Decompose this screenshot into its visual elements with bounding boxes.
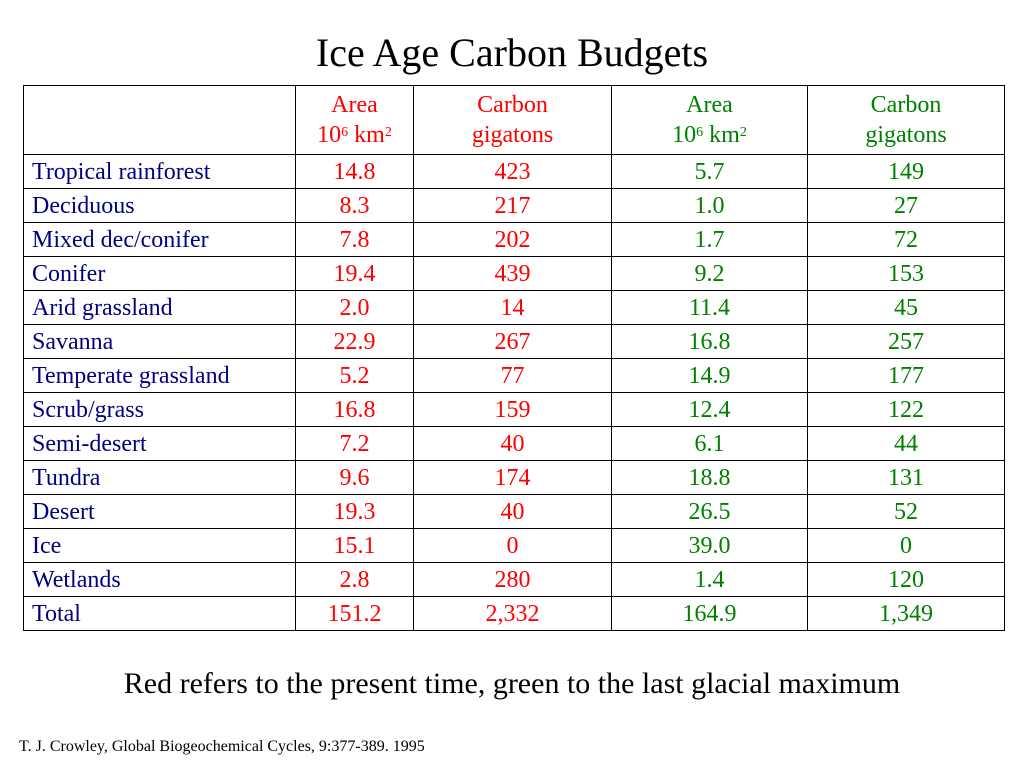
present-carbon-cell: 2,332 [413,596,612,631]
header-glacial-area: Area 106 km2 [611,85,808,155]
present-carbon-cell: 267 [413,324,612,359]
table-row: Semi-desert 7.2 40 6.1 44 [23,426,1005,461]
vegetation-name-cell: Deciduous [23,188,296,223]
glacial-area-cell: 14.9 [611,358,808,393]
color-legend-note: Red refers to the present time, green to… [123,667,901,700]
glacial-area-cell: 6.1 [611,426,808,461]
glacial-area-cell: 18.8 [611,460,808,495]
present-carbon-cell: 217 [413,188,612,223]
vegetation-name-cell: Scrub/grass [23,392,296,427]
present-carbon-cell: 159 [413,392,612,427]
table-row: Ice 15.1 0 39.0 0 [23,528,1005,563]
glacial-area-cell: 5.7 [611,154,808,189]
page-title: Ice Age Carbon Budgets [315,30,709,75]
vegetation-name-cell: Arid grassland [23,290,296,325]
present-area-cell: 22.9 [295,324,414,359]
glacial-carbon-cell: 44 [807,426,1005,461]
present-area-cell: 7.2 [295,426,414,461]
glacial-carbon-cell: 72 [807,222,1005,257]
present-carbon-cell: 40 [413,426,612,461]
vegetation-name-cell: Savanna [23,324,296,359]
present-carbon-cell: 280 [413,562,612,597]
present-area-cell: 5.2 [295,358,414,393]
glacial-carbon-cell: 120 [807,562,1005,597]
glacial-area-cell: 1.7 [611,222,808,257]
table-row: Savanna 22.9 267 16.8 257 [23,324,1005,359]
vegetation-name-cell: Temperate grassland [23,358,296,393]
present-area-cell: 151.2 [295,596,414,631]
glacial-carbon-cell: 131 [807,460,1005,495]
table-row: Tropical rainforest 14.8 423 5.7 149 [23,154,1005,189]
present-carbon-cell: 0 [413,528,612,563]
vegetation-name-cell: Total [23,596,296,631]
glacial-carbon-cell: 122 [807,392,1005,427]
citation: T. J. Crowley, Global Biogeochemical Cyc… [19,738,425,755]
present-carbon-cell: 423 [413,154,612,189]
table-row: Arid grassland 2.0 14 11.4 45 [23,290,1005,325]
glacial-carbon-cell: 1,349 [807,596,1005,631]
glacial-area-cell: 1.0 [611,188,808,223]
vegetation-name-cell: Ice [23,528,296,563]
table-row: Wetlands 2.8 280 1.4 120 [23,562,1005,597]
table-row: Total 151.2 2,332 164.9 1,349 [23,596,1005,631]
table-row: Conifer 19.4 439 9.2 153 [23,256,1005,291]
table-header-row: Area 106 km2 Carbon gigatons Area 106 km… [23,85,1005,155]
glacial-carbon-cell: 177 [807,358,1005,393]
vegetation-name-cell: Semi-desert [23,426,296,461]
vegetation-name-cell: Tropical rainforest [23,154,296,189]
vegetation-name-cell: Mixed dec/conifer [23,222,296,257]
present-carbon-cell: 14 [413,290,612,325]
table-row: Scrub/grass 16.8 159 12.4 122 [23,392,1005,427]
glacial-carbon-cell: 257 [807,324,1005,359]
glacial-carbon-cell: 0 [807,528,1005,563]
table-row: Temperate grassland 5.2 77 14.9 177 [23,358,1005,393]
glacial-carbon-cell: 45 [807,290,1005,325]
present-area-cell: 16.8 [295,392,414,427]
vegetation-name-cell: Wetlands [23,562,296,597]
glacial-carbon-cell: 153 [807,256,1005,291]
present-area-cell: 9.6 [295,460,414,495]
present-carbon-cell: 174 [413,460,612,495]
present-carbon-cell: 202 [413,222,612,257]
header-glacial-carbon: Carbon gigatons [807,85,1005,155]
vegetation-name-cell: Desert [23,494,296,529]
glacial-area-cell: 39.0 [611,528,808,563]
glacial-carbon-cell: 27 [807,188,1005,223]
glacial-area-cell: 12.4 [611,392,808,427]
vegetation-name-cell: Conifer [23,256,296,291]
table-row: Deciduous 8.3 217 1.0 27 [23,188,1005,223]
present-area-cell: 15.1 [295,528,414,563]
glacial-area-cell: 164.9 [611,596,808,631]
glacial-carbon-cell: 149 [807,154,1005,189]
table-row: Desert 19.3 40 26.5 52 [23,494,1005,529]
vegetation-name-cell: Tundra [23,460,296,495]
present-carbon-cell: 439 [413,256,612,291]
header-blank-cell [23,85,296,155]
present-area-cell: 2.8 [295,562,414,597]
table-row: Mixed dec/conifer 7.8 202 1.7 72 [23,222,1005,257]
header-present-carbon: Carbon gigatons [413,85,612,155]
glacial-area-cell: 16.8 [611,324,808,359]
present-area-cell: 2.0 [295,290,414,325]
glacial-area-cell: 1.4 [611,562,808,597]
present-area-cell: 7.8 [295,222,414,257]
present-area-cell: 19.4 [295,256,414,291]
table-body: Tropical rainforest 14.8 423 5.7 149 Deciduou… [23,154,1005,631]
present-area-cell: 14.8 [295,154,414,189]
glacial-area-cell: 26.5 [611,494,808,529]
glacial-carbon-cell: 52 [807,494,1005,529]
table-row: Tundra 9.6 174 18.8 131 [23,460,1005,495]
present-carbon-cell: 40 [413,494,612,529]
present-area-cell: 19.3 [295,494,414,529]
carbon-budget-table: Area 106 km2 Carbon gigatons Area 106 km… [23,85,1005,631]
glacial-area-cell: 11.4 [611,290,808,325]
present-carbon-cell: 77 [413,358,612,393]
header-present-area: Area 106 km2 [295,85,414,155]
glacial-area-cell: 9.2 [611,256,808,291]
present-area-cell: 8.3 [295,188,414,223]
